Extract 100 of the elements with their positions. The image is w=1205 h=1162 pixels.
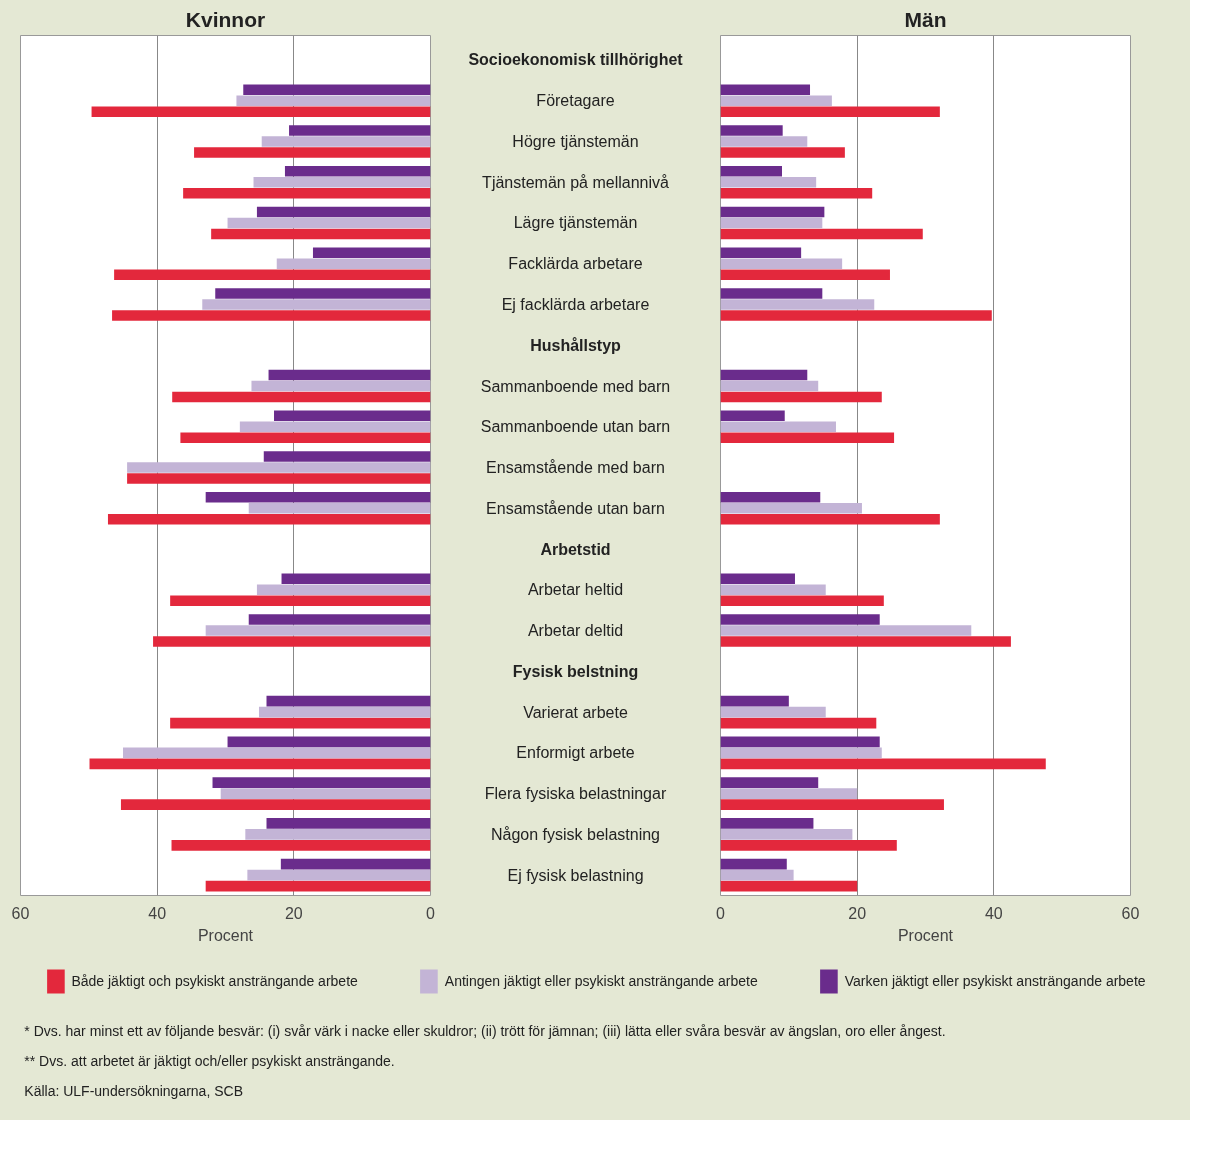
x-tick-label: 20 (848, 904, 867, 922)
bar (720, 299, 875, 310)
y-tick-label: Ej fysisk belastning (507, 866, 644, 884)
bar (720, 636, 1011, 647)
bar (205, 491, 431, 503)
bar (266, 695, 431, 707)
bar (114, 269, 431, 281)
bar (720, 491, 821, 503)
bar (172, 391, 431, 403)
bar (183, 187, 431, 199)
y-tick-label: Någon fysisk belastning (491, 825, 660, 843)
y-tick-label: Ensamstående utan barn (486, 499, 665, 517)
y-tick-label: Lägre tjänstemän (513, 214, 638, 232)
bar (248, 614, 431, 625)
bar (720, 706, 826, 718)
y-tick-label: Fysisk belstning (512, 662, 639, 680)
bar (720, 84, 811, 96)
bar (720, 880, 858, 892)
bar (236, 95, 431, 107)
chart-title: Män (904, 7, 947, 31)
bar (107, 514, 431, 525)
bar (268, 369, 431, 381)
bar (248, 503, 431, 514)
bar (720, 736, 880, 748)
bar (123, 747, 431, 759)
legend-label: Varken jäktigt eller psykiskt ansträngande arbete (844, 973, 1146, 989)
bar (276, 258, 431, 270)
bar (89, 758, 431, 770)
bar (312, 247, 431, 259)
bar (194, 147, 431, 158)
bar (720, 187, 873, 199)
bar (253, 176, 431, 188)
y-tick-label: Sammanboende med barn (480, 377, 671, 395)
y-tick-label: Tjänstemän på mellannivå (482, 173, 669, 191)
bar (720, 818, 814, 829)
x-tick-label: 60 (1121, 904, 1140, 922)
bar (256, 206, 431, 218)
x-tick-label: 20 (284, 904, 303, 922)
bar (274, 410, 431, 422)
bar (720, 758, 1046, 770)
y-tick-label: Högre tjänstemän (512, 132, 639, 150)
bar (91, 106, 431, 118)
x-axis-title: Procent (197, 926, 254, 944)
bar (720, 136, 808, 147)
y-tick-label: Enformigt arbete (516, 744, 635, 762)
bar (720, 799, 944, 810)
bar (284, 165, 431, 177)
bar (245, 829, 431, 840)
y-tick-label: Socioekonomisk tillhörighet (468, 51, 684, 69)
bar (720, 95, 832, 107)
x-tick-label: 40 (984, 904, 1003, 922)
bar (720, 625, 972, 636)
bar (263, 451, 431, 462)
bar (239, 421, 431, 433)
bar (720, 717, 877, 729)
legend-label: Både jäktigt och psykiskt ansträngande arbete (71, 973, 358, 989)
y-tick-label: Arbetar heltid (527, 581, 624, 599)
bar (720, 503, 862, 514)
y-tick-label: Hushållstyp (530, 336, 622, 354)
bar (251, 380, 431, 392)
bar (720, 147, 845, 158)
bar (720, 747, 882, 759)
bar (720, 176, 817, 188)
y-tick-label: Ej facklärda arbetare (501, 296, 650, 313)
bar (720, 573, 795, 585)
bar (281, 573, 431, 585)
y-tick-label: Arbetstid (540, 540, 611, 558)
bar (720, 288, 823, 299)
bar (280, 858, 431, 870)
bar (170, 595, 431, 607)
bar (720, 380, 819, 392)
bar (127, 473, 431, 484)
bar (720, 614, 880, 625)
y-tick-label: Arbetar deltid (527, 622, 624, 640)
bar (720, 788, 858, 799)
bar (720, 829, 853, 840)
legend-label: Antingen jäktigt eller psykiskt ansträngande arbete (444, 973, 758, 989)
bar (720, 369, 808, 381)
bar (720, 310, 992, 321)
bar (720, 206, 825, 218)
bar (202, 299, 431, 310)
y-tick-label: Flera fysiska belastningar (484, 785, 667, 803)
bar (720, 421, 836, 433)
bar (720, 869, 794, 881)
bar (289, 125, 431, 136)
bar (127, 462, 431, 473)
bar (220, 788, 431, 799)
bar (205, 880, 431, 892)
bar (256, 584, 431, 596)
bar (247, 869, 431, 881)
bar (720, 840, 897, 851)
bar (171, 840, 431, 851)
bar (720, 106, 940, 118)
x-tick-label: 0 (426, 904, 436, 922)
bar (180, 432, 431, 444)
bar (720, 391, 882, 403)
bar (227, 217, 431, 229)
bar (112, 310, 431, 321)
bar (266, 818, 431, 829)
bar (205, 625, 431, 636)
